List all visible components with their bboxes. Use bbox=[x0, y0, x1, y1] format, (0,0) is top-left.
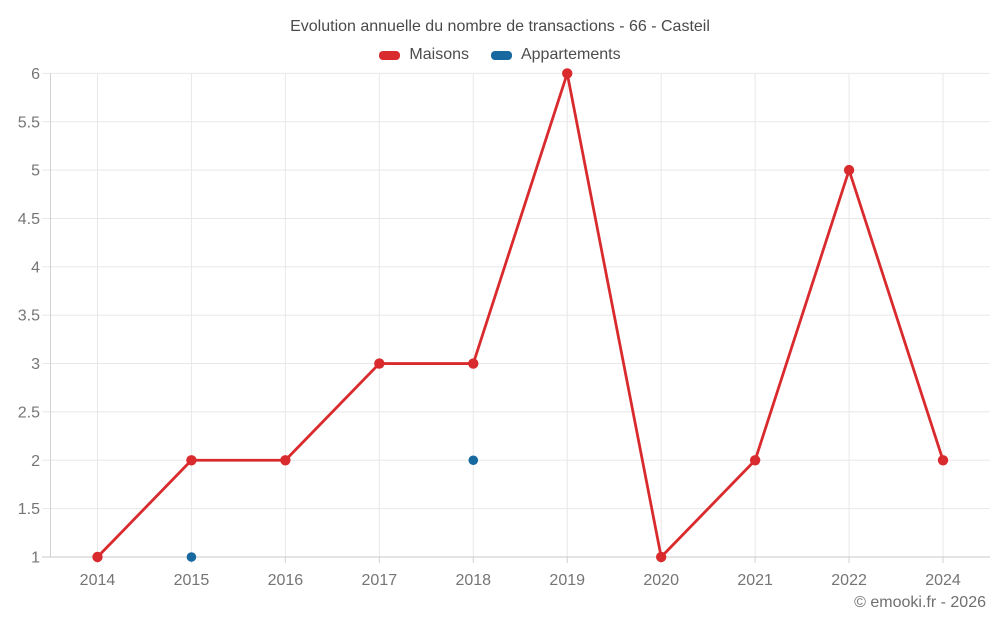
y-axis-tick-label: 6 bbox=[31, 66, 40, 83]
legend-swatch-maisons bbox=[379, 50, 401, 60]
data-point-appartements-2015[interactable] bbox=[186, 552, 197, 562]
data-point-maisons-2019[interactable] bbox=[562, 68, 573, 79]
x-axis-tick-label: 2015 bbox=[174, 572, 210, 589]
data-point-maisons-2020[interactable] bbox=[655, 551, 667, 563]
data-point-maisons-2016[interactable] bbox=[280, 455, 291, 466]
x-axis-tick-label: 2019 bbox=[549, 572, 585, 589]
legend-label: Maisons bbox=[409, 46, 469, 63]
x-axis-tick-label: 2020 bbox=[643, 572, 679, 589]
y-axis-tick-label: 4 bbox=[31, 259, 40, 276]
y-axis-tick-label: 5 bbox=[31, 163, 40, 180]
footer-credit: © emooki.fr - 2026 bbox=[854, 594, 986, 611]
y-axis-tick-label: 1 bbox=[31, 550, 40, 567]
data-point-maisons-2024[interactable] bbox=[937, 455, 949, 466]
data-point-maisons-2014[interactable] bbox=[92, 551, 103, 563]
data-point-maisons-2018[interactable] bbox=[468, 358, 479, 369]
chart-title: Evolution annuelle du nombre de transact… bbox=[290, 18, 710, 35]
y-axis-tick-label: 2 bbox=[31, 453, 40, 470]
legend-item-maisons[interactable]: Maisons bbox=[379, 46, 469, 64]
data-point-maisons-2015[interactable] bbox=[186, 455, 197, 466]
x-axis-tick-label: 2021 bbox=[737, 572, 773, 589]
data-point-maisons-2022[interactable] bbox=[843, 164, 855, 176]
y-axis-tick-label: 2.5 bbox=[18, 404, 40, 421]
legend-swatch-appartements bbox=[490, 50, 512, 60]
x-axis-tick-label: 2024 bbox=[925, 572, 961, 589]
y-axis-tick-label: 4.5 bbox=[18, 211, 40, 228]
y-axis-tick-label: 3.5 bbox=[18, 308, 40, 325]
data-point-appartements-2018[interactable] bbox=[468, 455, 479, 466]
x-axis-tick-label: 2018 bbox=[455, 572, 491, 589]
series-line-maisons bbox=[96, 72, 945, 559]
y-axis-tick-label: 1.5 bbox=[18, 501, 40, 518]
x-axis-tick-label: 2022 bbox=[831, 572, 867, 589]
legend-item-appartements[interactable]: Appartements bbox=[490, 46, 621, 64]
x-axis-tick-label: 2016 bbox=[268, 572, 304, 589]
legend-label: Appartements bbox=[520, 46, 621, 63]
data-point-maisons-2021[interactable] bbox=[749, 455, 761, 466]
x-axis-tick-label: 2017 bbox=[362, 572, 398, 589]
y-axis-tick-label: 3 bbox=[31, 356, 40, 373]
data-point-maisons-2017[interactable] bbox=[374, 358, 385, 369]
chart-legend: Maisons Appartements bbox=[0, 46, 1000, 64]
x-axis-tick-label: 2014 bbox=[80, 572, 116, 589]
y-axis-tick-label: 5.5 bbox=[18, 114, 40, 131]
